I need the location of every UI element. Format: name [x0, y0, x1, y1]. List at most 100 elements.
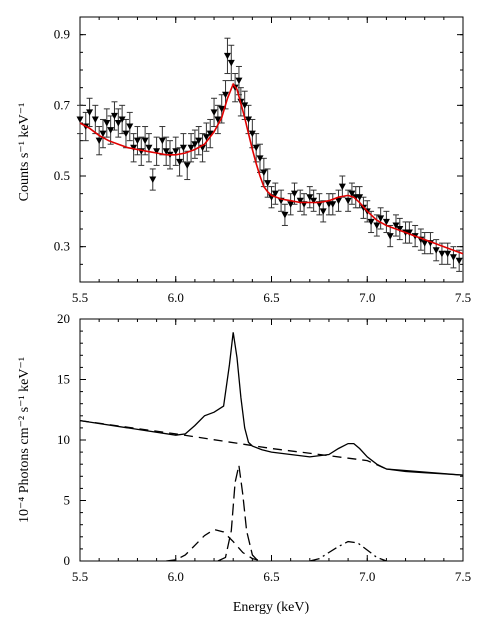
- data-point: [99, 130, 107, 138]
- data-point: [86, 109, 94, 116]
- data-point: [386, 233, 394, 240]
- y-tick-label: 15: [57, 372, 70, 387]
- data-point: [91, 116, 99, 123]
- component-continuum-dashed: [80, 419, 387, 470]
- y-tick-label: 10: [57, 432, 70, 447]
- data-point: [162, 148, 170, 155]
- data-point: [210, 109, 218, 116]
- component-line-7.0: [309, 540, 387, 561]
- data-point: [191, 141, 199, 148]
- data-point: [103, 120, 111, 127]
- data-point: [377, 215, 385, 222]
- data-point: [110, 112, 118, 120]
- component-total: [80, 332, 463, 476]
- component-narrow-line: [217, 465, 259, 561]
- x-tick-label: 6.5: [263, 569, 279, 584]
- data-point: [114, 120, 122, 127]
- top-error-bars: [77, 37, 463, 272]
- data-point: [145, 144, 153, 152]
- data-point: [158, 137, 166, 145]
- data-point: [296, 197, 304, 205]
- data-point: [421, 240, 429, 247]
- bottom-y-axis-label: 10⁻⁴ Photons cm⁻² s⁻¹ keV⁻¹: [17, 357, 32, 523]
- data-point: [172, 148, 180, 155]
- y-tick-label: 0.7: [54, 97, 71, 112]
- data-point: [396, 226, 404, 233]
- data-point: [290, 190, 298, 198]
- data-point: [455, 257, 463, 265]
- data-point: [338, 183, 346, 191]
- data-point: [287, 201, 295, 208]
- y-tick-label: 0: [64, 553, 71, 568]
- data-point: [218, 105, 226, 113]
- data-point: [281, 211, 289, 219]
- data-point: [118, 116, 126, 123]
- data-point: [348, 190, 356, 198]
- data-point: [126, 123, 134, 131]
- model-line: [79, 82, 464, 255]
- top-panel-counts-spectrum: 5.5 6.0 6.5 7.0 7.5 0.3 0.5 0.7 0.9 Counts s⁻¹ k…: [17, 16, 471, 305]
- data-point: [260, 169, 268, 176]
- data-point: [438, 250, 446, 258]
- data-point: [179, 144, 187, 152]
- x-tick-label: 6.0: [168, 569, 184, 584]
- data-point: [373, 222, 381, 229]
- data-point: [214, 116, 222, 123]
- data-point: [227, 59, 235, 67]
- data-point: [256, 155, 264, 162]
- data-point: [367, 218, 375, 226]
- top-y-axis-label: Counts s⁻¹ keV⁻¹: [17, 103, 32, 202]
- data-point: [222, 91, 230, 99]
- top-axis-ticks: [79, 16, 464, 283]
- data-point: [235, 77, 243, 85]
- data-point: [444, 250, 452, 258]
- data-point: [264, 180, 272, 187]
- data-point: [382, 218, 390, 226]
- data-point: [245, 116, 253, 123]
- data-point: [449, 254, 457, 261]
- data-point: [76, 116, 84, 123]
- data-point: [122, 130, 130, 138]
- data-point: [432, 247, 440, 254]
- x-tick-label: 7.0: [359, 569, 375, 584]
- component-continuum-solid: [386, 468, 463, 476]
- y-tick-label: 20: [57, 311, 70, 326]
- data-point: [335, 197, 343, 205]
- data-point: [248, 130, 256, 138]
- y-tick-label: 0.3: [54, 239, 70, 254]
- bottom-tick-labels: 5.5 6.0 6.5 7.0 7.5 0 5 10 15 20: [57, 311, 471, 584]
- data-point: [95, 137, 103, 145]
- data-point: [176, 158, 184, 166]
- data-point: [195, 137, 203, 145]
- x-tick-label: 7.0: [359, 290, 375, 305]
- data-point: [241, 102, 249, 109]
- data-point: [405, 229, 413, 237]
- data-point: [187, 144, 195, 152]
- x-tick-label: 5.5: [72, 569, 88, 584]
- data-point: [107, 127, 115, 134]
- data-point: [183, 162, 191, 169]
- data-point: [252, 144, 260, 152]
- data-point: [141, 137, 149, 145]
- data-point: [329, 201, 337, 208]
- x-tick-label: 5.5: [72, 290, 88, 305]
- x-tick-label: 7.5: [455, 290, 471, 305]
- x-tick-label: 7.5: [455, 569, 471, 584]
- x-tick-label: 6.5: [263, 290, 279, 305]
- data-point: [271, 190, 279, 198]
- bottom-plot-frame: [79, 318, 464, 562]
- data-point: [153, 148, 161, 155]
- data-point: [356, 194, 364, 201]
- data-point: [344, 197, 352, 205]
- data-point: [206, 130, 214, 138]
- y-tick-label: 5: [64, 493, 71, 508]
- data-point: [149, 176, 157, 184]
- y-tick-label: 0.9: [54, 27, 70, 42]
- data-point: [202, 134, 210, 141]
- data-point: [319, 208, 327, 215]
- data-point: [133, 137, 141, 145]
- bottom-model-components: [80, 332, 463, 561]
- bottom-panel-photon-spectrum: 5.5 6.0 6.5 7.0 7.5 0 5 10 15 20 10⁻⁴ Photons cm⁻…: [17, 311, 471, 615]
- top-model-curve: [79, 82, 464, 255]
